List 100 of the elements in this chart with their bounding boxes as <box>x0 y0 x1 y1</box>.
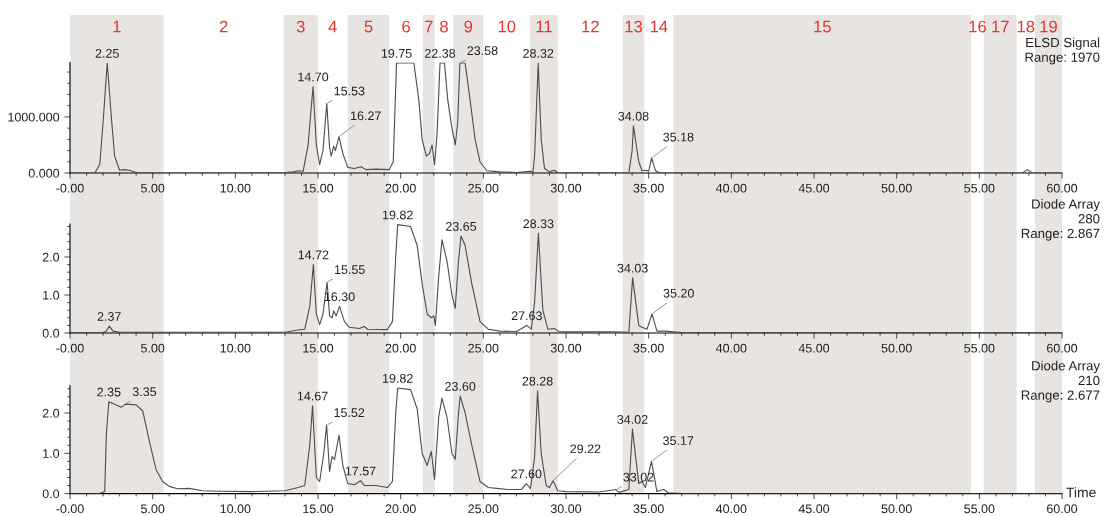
annotation: 17.57 <box>345 466 376 476</box>
band-label: 13 <box>625 20 643 33</box>
x-tick-label: 60.00 <box>1047 343 1078 353</box>
text: 18 <box>1017 20 1035 33</box>
x-tick-label: 25.00 <box>468 504 499 514</box>
text: 16 <box>969 20 986 33</box>
x-axis-title: Time <box>1066 487 1096 498</box>
x-tick-label: 40.00 <box>715 343 747 353</box>
band-label: 7 <box>424 20 433 33</box>
y-tick-label: 0.0 <box>42 328 60 338</box>
x-tick-label: 20.00 <box>385 504 416 514</box>
annotation: 34.08 <box>618 111 649 121</box>
text: 14 <box>650 20 668 33</box>
annotation: 23.60 <box>445 381 476 391</box>
text: 12 <box>582 20 599 33</box>
x-tick-label: 45.00 <box>798 183 830 193</box>
annotation: 34.03 <box>617 263 648 273</box>
annotation: 27.60 <box>511 469 542 479</box>
x-tick-label: -0.00 <box>56 504 84 514</box>
annotation: 15.53 <box>334 86 365 96</box>
band-label: 9 <box>464 20 473 33</box>
x-tick-label: 20.00 <box>385 183 416 193</box>
x-tick-label: 30.00 <box>550 504 582 514</box>
x-tick-label: 15.00 <box>303 504 334 514</box>
band-label: 3 <box>296 20 305 33</box>
annotation: 28.33 <box>523 219 554 229</box>
annotation: 27.63 <box>511 311 542 321</box>
x-tick-label: 10.00 <box>220 343 251 353</box>
x-tick-label: 5.00 <box>141 343 165 353</box>
y-axis-title: Diode Array 280 Range: 2.867 <box>1021 199 1100 241</box>
y-axis-title: ELSD Signal Range: 1970 <box>1025 37 1100 65</box>
x-tick-label: 55.00 <box>964 183 995 193</box>
annotation: 14.70 <box>298 72 329 82</box>
x-tick-label: 5.00 <box>141 183 165 193</box>
x-tick-label: 20.00 <box>385 343 416 353</box>
annotation: 29.22 <box>570 444 601 454</box>
x-tick-label: 45.00 <box>798 343 830 353</box>
x-tick-label: -0.00 <box>56 183 84 193</box>
y-tick-label: 2.0 <box>42 252 60 262</box>
x-tick-label: 40.00 <box>715 504 747 514</box>
y-tick-label: 0.0 <box>42 489 60 499</box>
x-tick-label: 10.00 <box>220 183 251 193</box>
annotation: 14.72 <box>298 250 329 260</box>
x-tick-label: 60.00 <box>1047 504 1078 514</box>
text: 8 <box>440 20 448 33</box>
x-tick-label: 5.00 <box>141 504 165 514</box>
text: 10 <box>498 20 516 33</box>
band-label: 5 <box>364 20 373 33</box>
y-tick-label: 0.000 <box>28 168 60 178</box>
x-tick-label: 15.00 <box>303 183 334 193</box>
annotation: 35.20 <box>663 288 694 298</box>
y-tick-label: 1.0 <box>43 449 60 458</box>
x-tick-label: 45.00 <box>798 504 830 514</box>
annotation: 2.35 <box>97 387 121 397</box>
annotation: 34.02 <box>617 415 648 424</box>
x-tick-label: 50.00 <box>881 504 912 514</box>
x-tick-label: 50.00 <box>881 343 912 353</box>
annotation: 22.38 <box>425 48 456 58</box>
band-label: 17 <box>992 20 1009 33</box>
text: 2 <box>219 20 228 33</box>
band-label: 15 <box>814 20 831 33</box>
y-axis-title: Diode Array 210 Range: 2.677 <box>1021 360 1100 403</box>
x-tick-label: 40.00 <box>715 183 747 193</box>
x-tick-label: 35.00 <box>633 183 664 193</box>
band-label: 19 <box>1040 20 1057 33</box>
x-tick-label: 55.00 <box>964 343 995 353</box>
annotation: 23.58 <box>467 46 498 56</box>
x-tick-label: 30.00 <box>550 183 582 193</box>
annotation: 3.35 <box>132 387 157 397</box>
band-label: 1 <box>113 20 121 33</box>
y-tick-label: 2.0 <box>42 408 60 418</box>
x-tick-label: 25.00 <box>468 183 499 193</box>
text: 6 <box>402 20 410 33</box>
x-tick-label: 10.00 <box>220 504 251 514</box>
x-tick-label: 25.00 <box>468 343 499 353</box>
x-tick-label: 50.00 <box>881 183 912 193</box>
annotation: 28.28 <box>522 376 553 386</box>
annotation: 15.52 <box>334 408 365 418</box>
annotation: 14.67 <box>297 391 328 401</box>
x-tick-label: 35.00 <box>633 504 664 514</box>
annotation: 19.75 <box>381 48 412 58</box>
x-tick-label: 15.00 <box>303 343 334 353</box>
x-tick-label: 60.00 <box>1047 183 1078 193</box>
annotation: 2.37 <box>97 312 121 321</box>
annotation: 23.65 <box>446 221 477 231</box>
annotation: 35.18 <box>663 132 694 142</box>
annotation: 19.82 <box>383 210 413 220</box>
annotation: 2.25 <box>95 48 119 58</box>
x-tick-label: 35.00 <box>633 343 664 353</box>
x-tick-label: -0.00 <box>56 343 84 353</box>
y-tick-label: 1.0 <box>43 290 60 300</box>
annotation: 19.82 <box>383 373 413 383</box>
x-tick-label: 30.00 <box>550 343 582 353</box>
annotation: 28.32 <box>523 48 554 58</box>
y-tick-label: 1000.000 <box>8 112 60 122</box>
annotation: 16.27 <box>351 111 381 121</box>
annotation: 15.55 <box>334 265 365 275</box>
x-tick-label: 55.00 <box>964 504 995 514</box>
band-label: 11 <box>536 20 552 33</box>
annotation: 35.17 <box>663 436 694 445</box>
